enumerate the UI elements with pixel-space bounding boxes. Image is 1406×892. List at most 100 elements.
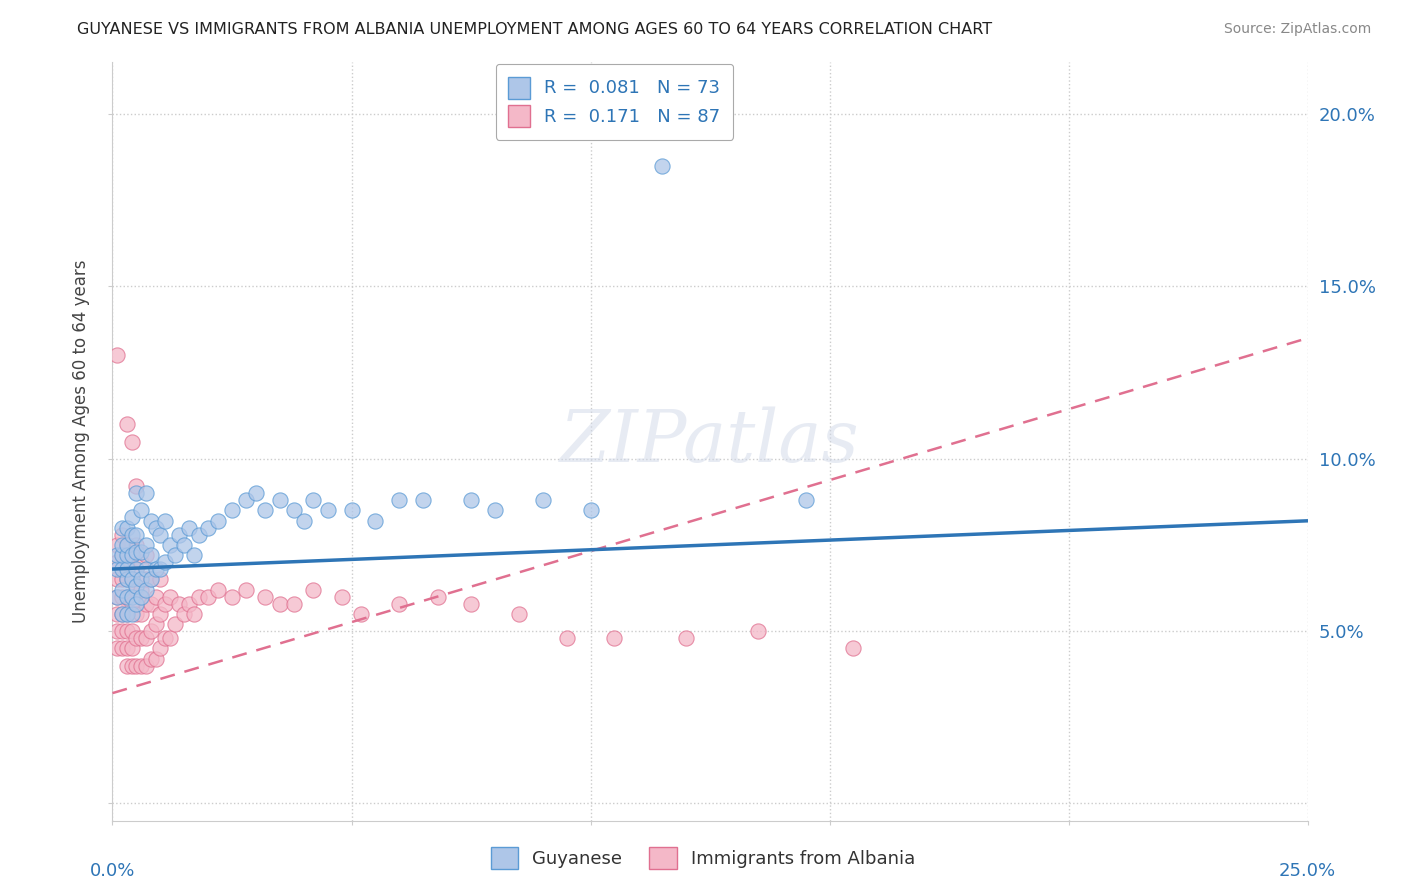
Point: [145, 562, 167, 576]
Point: [149, 607, 172, 621]
Point: [747, 624, 769, 639]
Point: [302, 582, 325, 597]
Point: [105, 348, 128, 362]
Point: [121, 641, 143, 656]
Point: [139, 624, 162, 639]
Point: [111, 548, 134, 563]
Point: [292, 514, 315, 528]
Point: [139, 573, 162, 587]
Point: [125, 527, 148, 541]
Point: [129, 631, 152, 645]
Point: [105, 548, 128, 563]
Point: [115, 658, 138, 673]
Point: [177, 597, 200, 611]
Point: [111, 548, 134, 563]
Point: [675, 631, 697, 645]
Point: [129, 573, 152, 587]
Point: [145, 590, 167, 604]
Point: [121, 658, 143, 673]
Point: [159, 631, 181, 645]
Point: [121, 597, 143, 611]
Point: [412, 493, 434, 508]
Point: [269, 493, 291, 508]
Point: [135, 658, 157, 673]
Point: [316, 503, 339, 517]
Point: [235, 493, 257, 508]
Point: [105, 607, 128, 621]
Point: [139, 548, 162, 563]
Point: [169, 597, 191, 611]
Point: [135, 631, 157, 645]
Point: [254, 590, 277, 604]
Point: [105, 641, 128, 656]
Point: [364, 514, 387, 528]
Point: [794, 493, 817, 508]
Point: [221, 590, 243, 604]
Point: [115, 573, 138, 587]
Point: [340, 503, 363, 517]
Point: [111, 624, 134, 639]
Point: [245, 486, 267, 500]
Point: [183, 607, 205, 621]
Point: [129, 503, 152, 517]
Point: [842, 641, 865, 656]
Point: [388, 597, 411, 611]
Point: [139, 573, 162, 587]
Point: [125, 479, 148, 493]
Point: [159, 538, 181, 552]
Point: [129, 607, 152, 621]
Point: [105, 590, 128, 604]
Point: [145, 521, 167, 535]
Point: [125, 597, 148, 611]
Point: [302, 493, 325, 508]
Point: [531, 493, 554, 508]
Point: [121, 434, 143, 449]
Point: [111, 562, 134, 576]
Point: [129, 582, 152, 597]
Point: [149, 527, 172, 541]
Point: [508, 607, 530, 621]
Point: [121, 624, 143, 639]
Point: [579, 503, 602, 517]
Point: [283, 503, 305, 517]
Point: [603, 631, 626, 645]
Point: [115, 417, 138, 432]
Point: [187, 590, 209, 604]
Text: 25.0%: 25.0%: [1279, 862, 1336, 880]
Text: 0.0%: 0.0%: [90, 862, 135, 880]
Point: [145, 617, 167, 632]
Point: [153, 631, 176, 645]
Point: [121, 573, 143, 587]
Point: [197, 521, 219, 535]
Point: [115, 590, 138, 604]
Point: [135, 573, 157, 587]
Point: [183, 548, 205, 563]
Point: [269, 597, 291, 611]
Point: [145, 651, 167, 665]
Point: [115, 538, 138, 552]
Point: [460, 493, 482, 508]
Point: [111, 607, 134, 621]
Point: [135, 548, 157, 563]
Point: [153, 555, 176, 569]
Point: [163, 548, 186, 563]
Point: [111, 590, 134, 604]
Point: [115, 607, 138, 621]
Point: [125, 545, 148, 559]
Legend: R =  0.081   N = 73, R =  0.171   N = 87: R = 0.081 N = 73, R = 0.171 N = 87: [496, 64, 733, 139]
Point: [115, 521, 138, 535]
Point: [555, 631, 578, 645]
Point: [121, 548, 143, 563]
Point: [111, 582, 134, 597]
Point: [159, 590, 181, 604]
Point: [149, 573, 172, 587]
Point: [135, 538, 157, 552]
Point: [173, 607, 195, 621]
Point: [125, 658, 148, 673]
Point: [105, 555, 128, 569]
Point: [207, 514, 229, 528]
Point: [105, 590, 128, 604]
Point: [115, 538, 138, 552]
Point: [129, 555, 152, 569]
Point: [169, 527, 191, 541]
